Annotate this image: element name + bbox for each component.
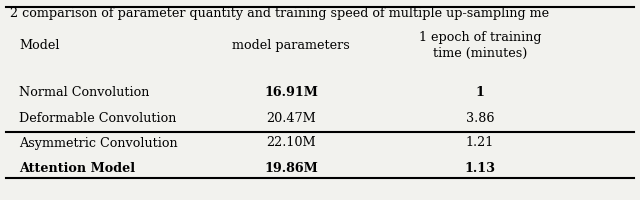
Text: time (minutes): time (minutes): [433, 46, 527, 59]
Text: Normal Convolution: Normal Convolution: [19, 85, 150, 98]
Text: 22.10M: 22.10M: [266, 136, 316, 149]
Text: Asymmetric Convolution: Asymmetric Convolution: [19, 136, 178, 149]
Text: 1.21: 1.21: [466, 136, 494, 149]
Text: 20.47M: 20.47M: [266, 111, 316, 124]
Text: 16.91M: 16.91M: [264, 85, 318, 98]
Text: 1.13: 1.13: [465, 161, 495, 174]
Text: 1: 1: [476, 85, 484, 98]
Text: Attention Model: Attention Model: [19, 161, 135, 174]
Text: 3.86: 3.86: [466, 111, 494, 124]
Text: Deformable Convolution: Deformable Convolution: [19, 111, 177, 124]
Text: Model: Model: [19, 39, 60, 52]
Text: 2 comparison of parameter quantity and training speed of multiple up-sampling me: 2 comparison of parameter quantity and t…: [10, 6, 548, 19]
Text: 1 epoch of training: 1 epoch of training: [419, 31, 541, 44]
Text: model parameters: model parameters: [232, 39, 350, 52]
Text: 19.86M: 19.86M: [264, 161, 318, 174]
